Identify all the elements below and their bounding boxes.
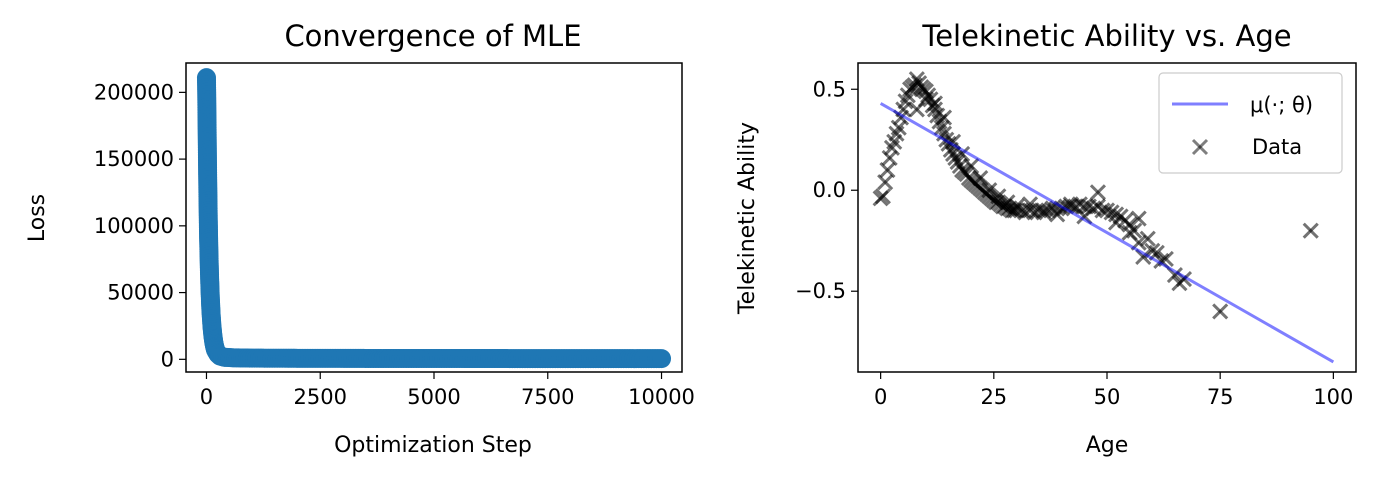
data-point (1089, 184, 1107, 201)
x-tick-label: 7500 (521, 385, 574, 409)
ability-chart-xlabel: Age (1086, 433, 1129, 458)
x-tick-label: 75 (1207, 385, 1234, 409)
mu-fit-line (879, 102, 1335, 364)
data-point (1103, 204, 1120, 221)
loss-chart-ylabel: Loss (25, 194, 50, 242)
data-point (981, 182, 998, 199)
legend-label-data: Data (1252, 135, 1302, 159)
data-point (879, 161, 896, 179)
x-tick-label: 10000 (628, 385, 695, 409)
y-tick-label: 100000 (94, 214, 174, 238)
data-point (990, 188, 1007, 205)
y-tick-label: 150000 (94, 147, 174, 171)
loss-chart-title: Convergence of MLE (284, 19, 581, 53)
x-tick-label: 100 (1313, 385, 1353, 409)
loss-chart-frame (185, 62, 683, 373)
loss-chart-ticks: 0 2500 5000 7500 100000500001000001500002000… (94, 80, 695, 409)
data-point (1021, 196, 1039, 213)
data-point (963, 157, 980, 175)
y-tick-label: 0.5 (813, 77, 846, 101)
data-point (1098, 202, 1116, 219)
data-point (1302, 222, 1319, 239)
loss-chart-points (196, 68, 672, 369)
ability-chart: Telekinetic Ability vs. Age Age Telekine… (735, 19, 1357, 458)
data-point (926, 95, 944, 112)
data-point (1212, 303, 1229, 320)
data-point (954, 145, 971, 162)
data-point (1089, 198, 1107, 215)
ability-chart-ylabel: Telekinetic Ability (735, 122, 760, 315)
x-tick-label: 0 (200, 385, 213, 409)
data-point (1049, 206, 1066, 223)
legend-label-mu: μ(·; θ) (1250, 93, 1313, 117)
ability-chart-ticks: 0 25 50 75 100 −0.5 0.0 0.5 (795, 77, 1353, 409)
x-tick-label: 0 (874, 385, 887, 409)
data-point (1139, 230, 1156, 247)
data-point (1008, 198, 1025, 215)
data-point (935, 109, 953, 126)
data-point (1126, 222, 1143, 239)
y-tick-label: 200000 (94, 80, 174, 104)
x-tick-label: 25 (980, 385, 1007, 409)
data-point (877, 174, 894, 191)
y-tick-label: 0 (161, 347, 174, 371)
y-tick-label: −0.5 (795, 279, 846, 303)
data-point (1130, 210, 1147, 227)
loss-chart-xlabel: Optimization Step (334, 433, 532, 458)
legend-x-marker (1191, 138, 1209, 156)
ability-chart-frame (857, 62, 1357, 373)
data-point (1035, 204, 1052, 221)
data-point (972, 170, 989, 187)
y-tick-label: 0.0 (813, 178, 846, 202)
data-point (999, 194, 1016, 211)
y-tick-label: 50000 (107, 281, 174, 305)
loss-chart: Convergence of MLE Optimization Step Los… (25, 19, 695, 458)
ability-chart-title: Telekinetic Ability vs. Age (921, 19, 1291, 53)
x-tick-label: 50 (1094, 385, 1121, 409)
x-tick-label: 2500 (294, 385, 347, 409)
data-point (917, 91, 934, 108)
legend-box (1158, 72, 1343, 174)
ability-chart-points (872, 71, 1335, 364)
x-tick-label: 5000 (407, 385, 460, 409)
data-point (1107, 214, 1125, 231)
ability-chart-legend: μ(·; θ) Data (1158, 72, 1343, 174)
loss-point (652, 349, 672, 369)
data-point (874, 188, 891, 205)
